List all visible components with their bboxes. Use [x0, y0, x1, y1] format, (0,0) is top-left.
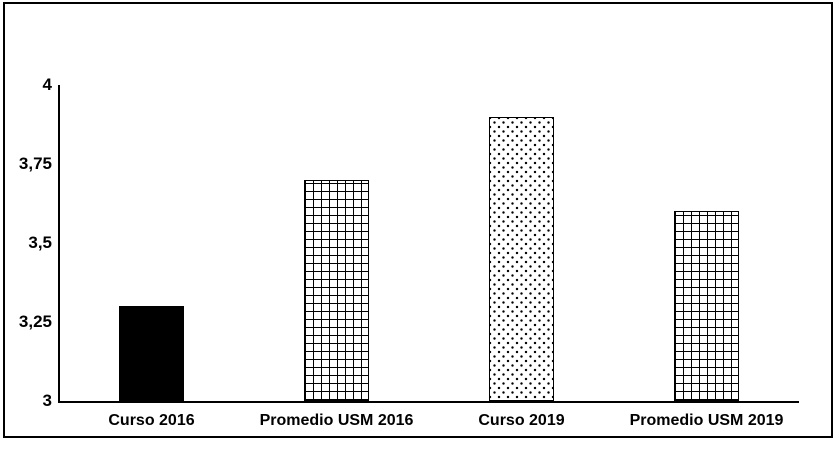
x-category-label: Curso 2016: [108, 412, 195, 429]
bar-promedio-usm-2016: [304, 179, 369, 401]
x-category-label: Promedio USM 2019: [629, 412, 784, 429]
bar-promedio-usm-2019: [674, 211, 739, 401]
x-axis-line: [58, 401, 799, 403]
x-category-label: Promedio USM 2016: [259, 412, 414, 429]
y-tick-label: 3: [42, 391, 52, 410]
y-tick-label: 3,75: [18, 154, 52, 173]
y-tick-label: 4: [42, 75, 52, 94]
bar-curso-2019: [489, 116, 554, 401]
bar-curso-2016: [119, 306, 184, 401]
y-tick-label: 3,5: [28, 233, 52, 252]
y-axis-line: [58, 85, 60, 402]
y-tick-label: 3,25: [18, 312, 52, 331]
x-category-label: Curso 2019: [478, 412, 565, 429]
